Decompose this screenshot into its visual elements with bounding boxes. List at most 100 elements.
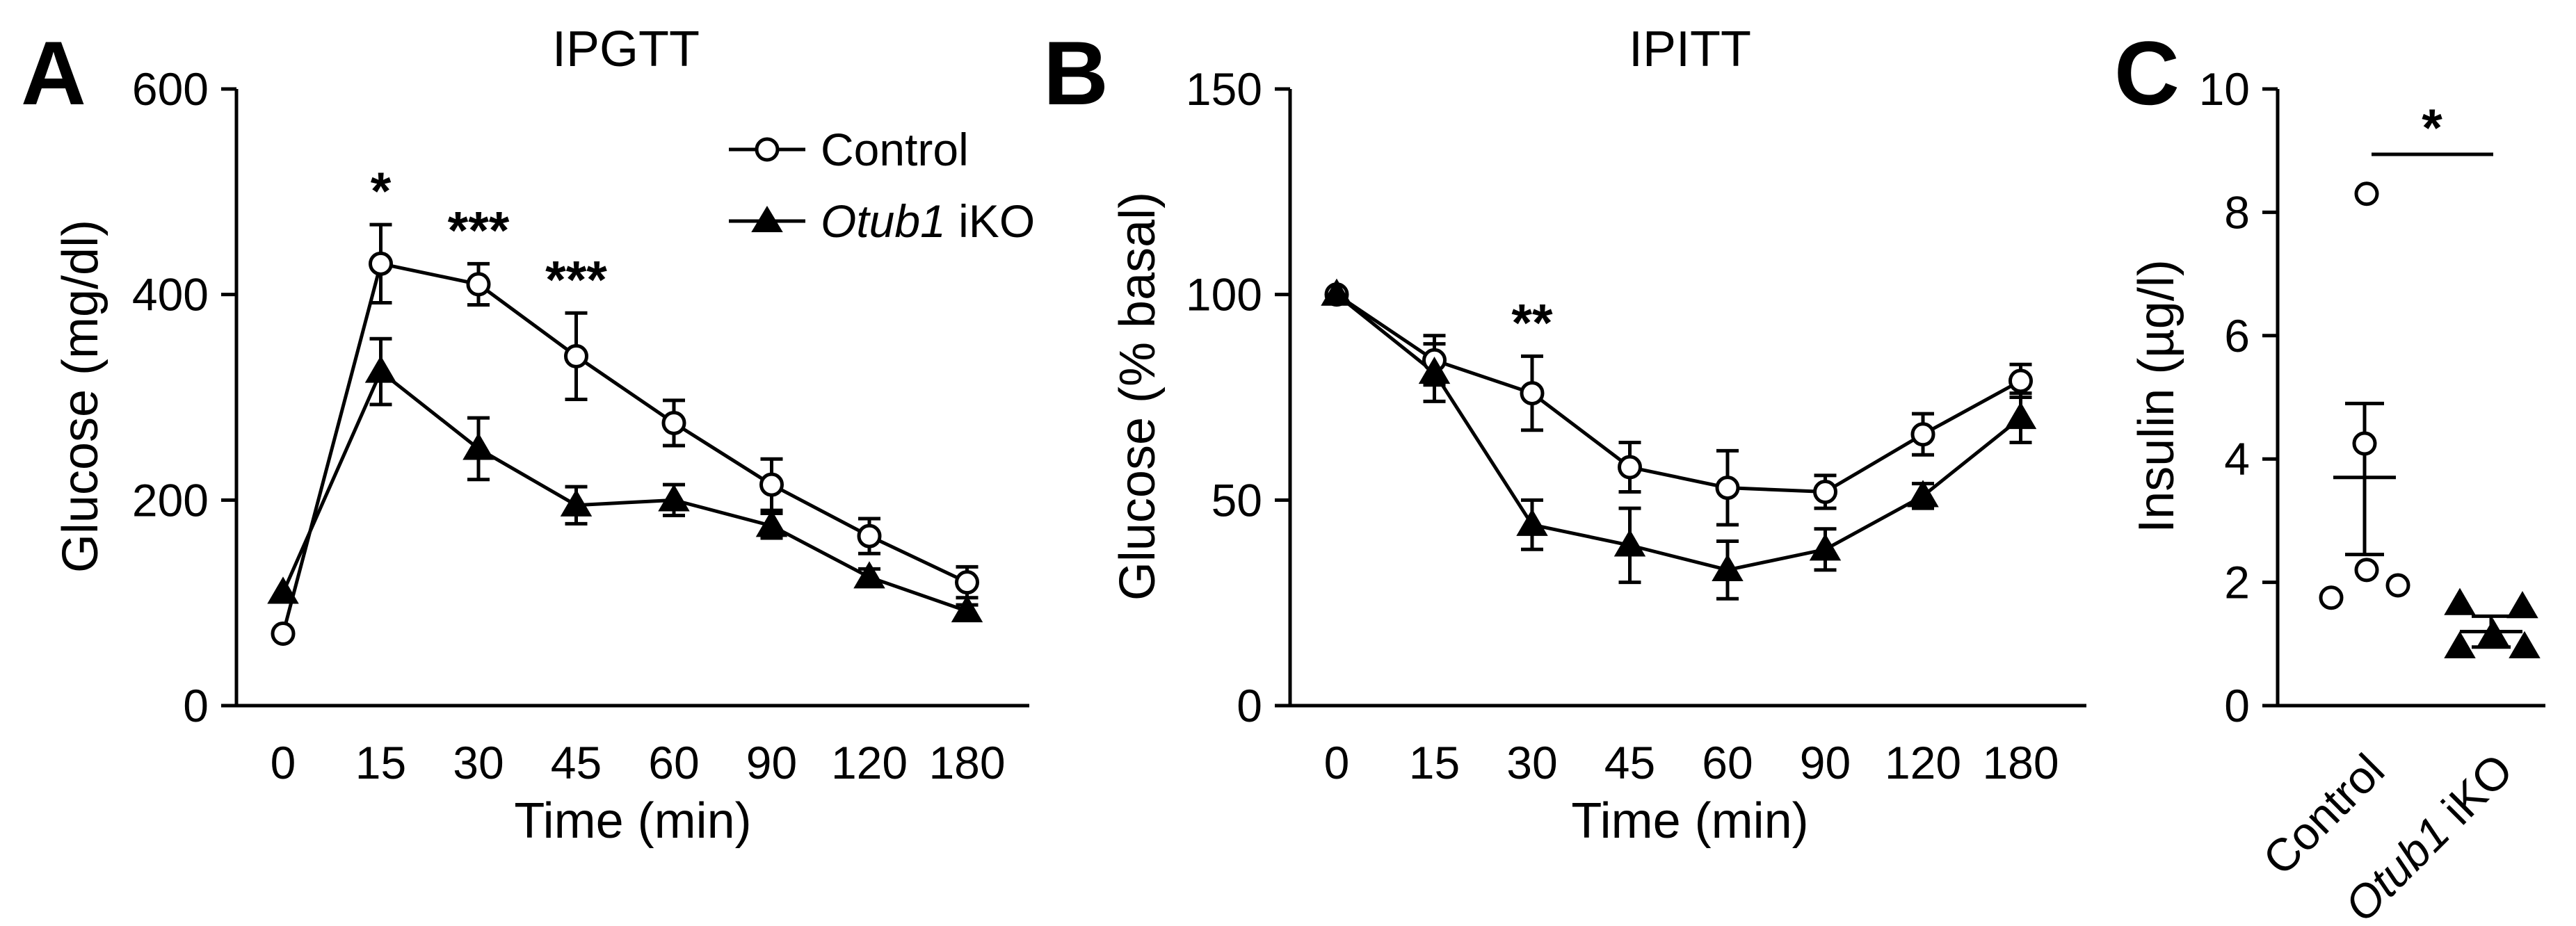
- ko-point: [1613, 529, 1646, 557]
- y-tick-label: 600: [132, 63, 209, 115]
- panel-b-x-ticks: 0 15 30 45 60 90 120 180: [1324, 737, 2059, 788]
- y-tick-label: 8: [2224, 186, 2250, 238]
- x-tick-label: 60: [1702, 737, 1753, 788]
- ko-point: [1712, 553, 1744, 581]
- panel-b-y-label: Glucose (% basal): [1110, 192, 1166, 601]
- panel-a-y-label: Glucose (mg/dl): [53, 220, 108, 573]
- legend-control-marker: [755, 137, 780, 162]
- control-point: [759, 472, 784, 497]
- series-control-line: [1335, 293, 2022, 494]
- panel-a-x-label: Time (min): [514, 793, 751, 849]
- panel-a-letter: A: [21, 22, 86, 124]
- ko-point: [1809, 533, 1842, 561]
- panel-b: B IPITT 0 50 100 150 0 15 30 45 60 90 120 180 Time…: [1043, 22, 2086, 849]
- panel-a-y-ticks: 0 200 400 600: [132, 63, 236, 731]
- x-tick-label: 15: [1409, 737, 1460, 788]
- ko-point: [462, 432, 494, 460]
- x-tick-label: 30: [1506, 737, 1557, 788]
- control-point: [1520, 381, 1545, 406]
- control-point: [271, 622, 296, 647]
- y-tick-label: 200: [132, 474, 209, 526]
- y-tick-label: 0: [2224, 680, 2250, 731]
- panel-a-x-ticks: 0 15 30 45 60 90 120 180: [271, 737, 1006, 788]
- panel-a-series: [267, 222, 983, 647]
- panel-b-letter: B: [1043, 22, 1109, 124]
- control-point: [1715, 476, 1740, 501]
- x-tick-label: 120: [1885, 737, 1961, 788]
- series-ko-line: [281, 368, 968, 613]
- panel-b-significance: **: [1511, 293, 1553, 352]
- control-point: [2352, 431, 2377, 456]
- x-tick-label: 45: [1604, 737, 1655, 788]
- ko-point: [1907, 480, 1939, 507]
- legend-ko-gene: Otub1: [821, 195, 946, 247]
- panel-c-significance: *: [2372, 99, 2493, 158]
- y-tick-label: 2: [2224, 557, 2250, 608]
- legend: Control Otub1 iKO: [729, 124, 1035, 247]
- panel-c-y-label: Insulin (µg/l): [2129, 259, 2184, 533]
- ko-point: [2004, 402, 2037, 430]
- ko-point: [267, 576, 299, 604]
- control-point: [2009, 368, 2033, 393]
- x-tick-label: 120: [831, 737, 908, 788]
- y-tick-label: 4: [2224, 433, 2250, 485]
- panel-c-letter: C: [2114, 22, 2180, 124]
- legend-ko-label: Otub1 iKO: [821, 195, 1035, 247]
- control-point: [1910, 422, 1935, 447]
- x-tick-label: 60: [648, 737, 699, 788]
- control-point: [369, 251, 393, 276]
- panel-b-series: [1321, 278, 2037, 601]
- legend-ko-suffix: iKO: [946, 195, 1035, 247]
- ko-point: [951, 595, 983, 623]
- ko-point: [1418, 357, 1451, 384]
- panel-c-points: [2319, 181, 2541, 658]
- ko-point: [1321, 278, 1353, 306]
- ko-point: [2444, 631, 2476, 658]
- control-point: [857, 523, 882, 549]
- significance-marker: ***: [448, 201, 510, 260]
- ko-point: [1516, 508, 1548, 536]
- ko-point: [853, 561, 885, 589]
- control-point: [2319, 585, 2344, 610]
- ko-point: [2506, 591, 2538, 619]
- control-point: [661, 410, 686, 435]
- panel-c-y-ticks: 0 2 4 6 8 10: [2199, 63, 2278, 731]
- y-tick-label: 150: [1186, 63, 1262, 115]
- control-point: [1813, 480, 1837, 505]
- series-control-line: [281, 261, 968, 635]
- x-tick-label: 180: [1982, 737, 2059, 788]
- control-point: [2354, 558, 2379, 583]
- ko-point: [2509, 631, 2541, 658]
- panel-a-significance: *******: [371, 162, 608, 309]
- ko-point: [755, 510, 788, 537]
- panel-b-x-label: Time (min): [1571, 793, 1808, 849]
- y-tick-label: 6: [2224, 310, 2250, 362]
- panel-a-title: IPGTT: [552, 22, 700, 77]
- series-ko-line: [1335, 293, 2022, 572]
- significance-marker: ***: [545, 250, 607, 309]
- control-point: [2385, 573, 2410, 598]
- control-point: [466, 272, 491, 297]
- x-tick-label: 90: [1800, 737, 1851, 788]
- y-tick-label: 50: [1211, 474, 1262, 526]
- control-point: [564, 343, 588, 368]
- ko-point: [560, 489, 593, 517]
- significance-marker: **: [1511, 293, 1553, 352]
- legend-ko-marker: [751, 206, 783, 232]
- x-tick-label: 0: [1324, 737, 1350, 788]
- y-tick-label: 100: [1186, 269, 1262, 320]
- panel-c-significance-star: *: [2422, 99, 2442, 158]
- ko-point: [364, 355, 397, 383]
- control-point: [955, 570, 979, 595]
- ko-point: [2444, 587, 2476, 615]
- x-tick-label: 90: [746, 737, 797, 788]
- panel-a: A IPGTT 0 200 400 600 0 15 30 45 60 90 120 180 Tim…: [21, 22, 1035, 849]
- y-tick-label: 0: [1237, 680, 1262, 731]
- panel-b-title: IPITT: [1629, 22, 1751, 77]
- ko-point: [2477, 619, 2509, 647]
- legend-control-label: Control: [821, 124, 969, 175]
- x-tick-label: 30: [453, 737, 504, 788]
- y-tick-label: 400: [132, 269, 209, 320]
